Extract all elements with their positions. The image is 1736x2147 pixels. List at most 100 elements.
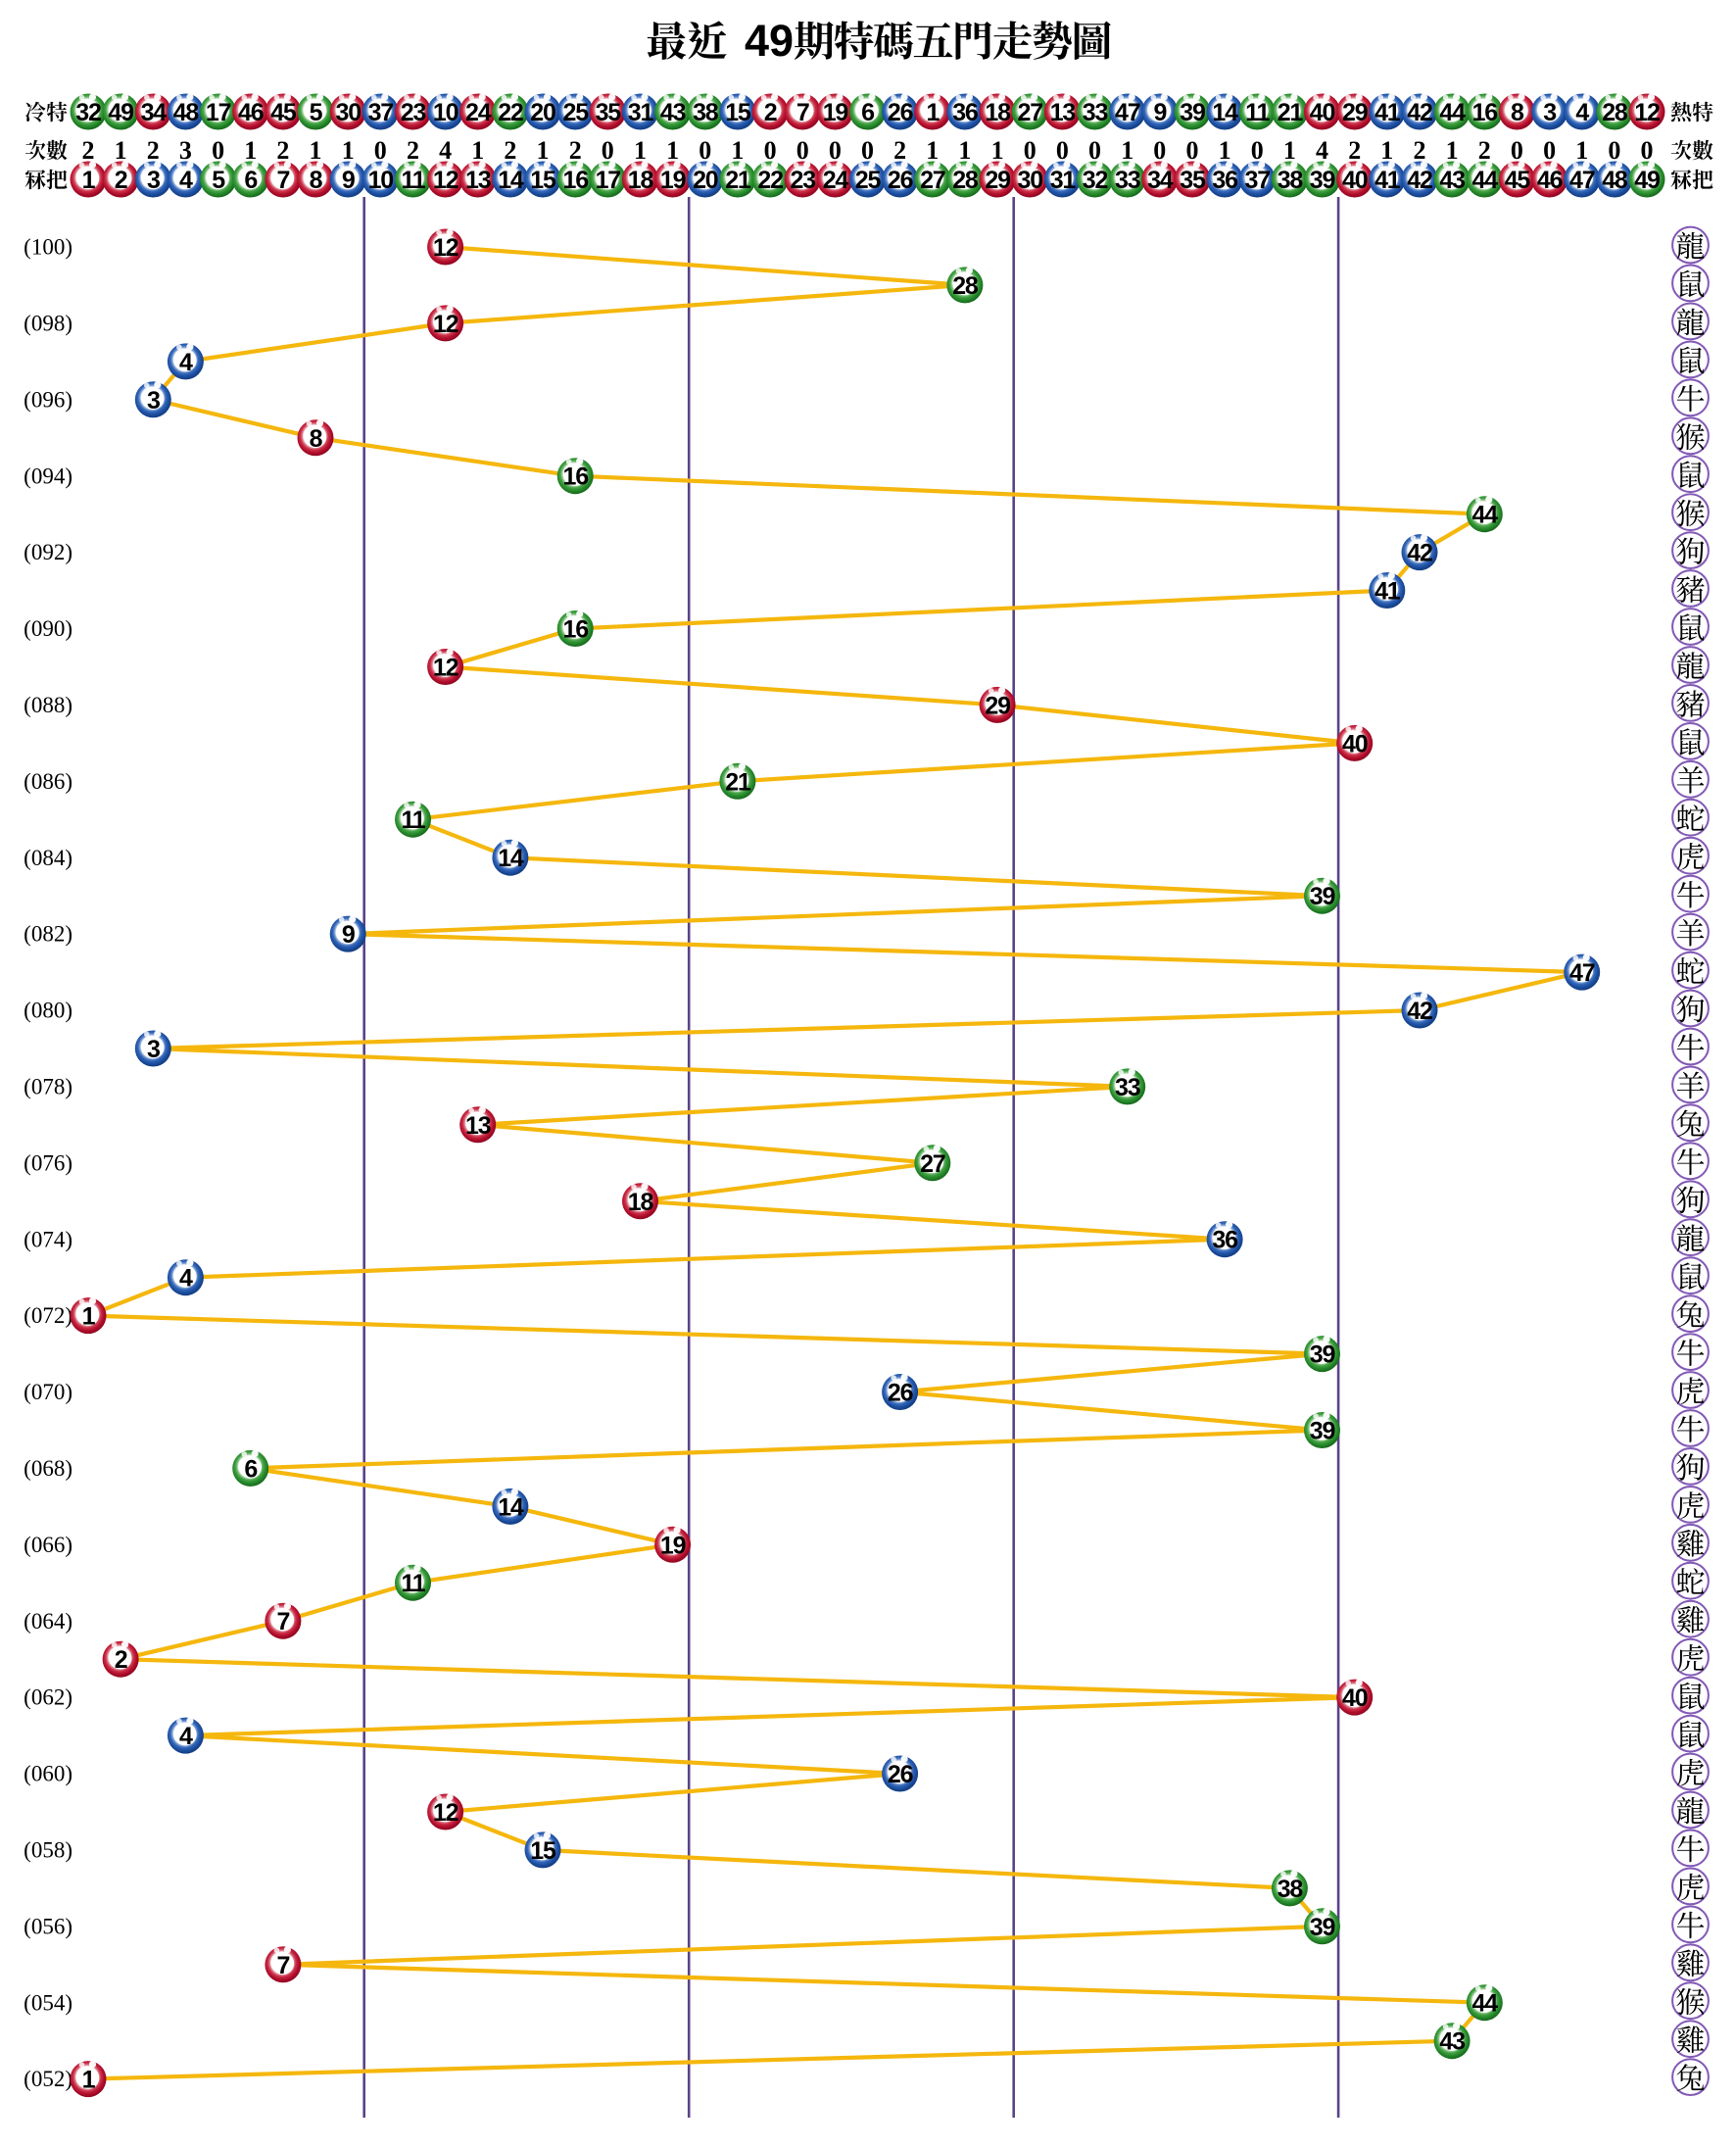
- svg-text:23: 23: [790, 167, 815, 194]
- svg-text:10: 10: [433, 99, 458, 126]
- svg-text:1: 1: [1380, 136, 1393, 165]
- svg-text:2: 2: [115, 167, 127, 194]
- svg-text:21: 21: [725, 768, 751, 796]
- svg-text:1: 1: [471, 136, 484, 165]
- svg-text:20: 20: [530, 99, 555, 126]
- svg-text:12: 12: [433, 167, 458, 194]
- svg-text:4: 4: [179, 349, 193, 376]
- svg-text:(080): (080): [24, 999, 72, 1023]
- svg-text:42: 42: [1407, 998, 1432, 1025]
- svg-text:25: 25: [562, 99, 589, 126]
- svg-text:4: 4: [179, 1723, 193, 1750]
- svg-text:3: 3: [1543, 99, 1556, 126]
- svg-text:47: 47: [1115, 99, 1140, 126]
- svg-text:24: 24: [823, 167, 849, 194]
- svg-text:(084): (084): [24, 846, 72, 870]
- svg-text:(054): (054): [24, 1990, 72, 2015]
- svg-text:17: 17: [596, 167, 621, 194]
- svg-text:1: 1: [82, 167, 96, 194]
- svg-text:24: 24: [465, 99, 492, 126]
- svg-text:17: 17: [206, 99, 231, 126]
- svg-text:0: 0: [1186, 136, 1199, 165]
- svg-text:41: 41: [1374, 167, 1401, 194]
- svg-text:36: 36: [952, 99, 978, 126]
- svg-text:49: 49: [745, 16, 794, 66]
- svg-text:34: 34: [141, 99, 168, 126]
- svg-text:49: 49: [108, 99, 133, 126]
- svg-text:12: 12: [433, 311, 458, 338]
- svg-text:(062): (062): [24, 1685, 72, 1710]
- svg-text:(086): (086): [24, 769, 72, 794]
- svg-text:41: 41: [1374, 99, 1401, 126]
- svg-text:(082): (082): [24, 922, 72, 947]
- svg-text:5: 5: [212, 167, 225, 194]
- svg-text:13: 13: [1050, 99, 1076, 126]
- svg-text:0: 0: [602, 136, 614, 165]
- svg-text:2: 2: [569, 136, 582, 165]
- svg-text:16: 16: [562, 616, 588, 644]
- svg-text:39: 39: [1310, 1914, 1335, 1941]
- svg-text:6: 6: [244, 167, 257, 194]
- svg-text:0: 0: [1056, 136, 1069, 165]
- svg-text:9: 9: [342, 167, 355, 194]
- svg-text:7: 7: [277, 1952, 290, 1979]
- svg-text:36: 36: [1212, 167, 1237, 194]
- svg-text:2: 2: [115, 1646, 127, 1674]
- svg-text:26: 26: [888, 167, 913, 194]
- svg-text:2: 2: [504, 136, 516, 165]
- svg-text:0: 0: [1511, 136, 1523, 165]
- svg-text:31: 31: [628, 99, 654, 126]
- svg-text:3: 3: [179, 136, 192, 165]
- svg-text:0: 0: [1153, 136, 1166, 165]
- svg-text:0: 0: [861, 136, 874, 165]
- svg-text:2: 2: [1478, 136, 1491, 165]
- svg-text:0: 0: [374, 136, 387, 165]
- svg-text:1: 1: [82, 1303, 96, 1331]
- svg-text:4: 4: [1316, 136, 1328, 165]
- svg-text:0: 0: [1088, 136, 1101, 165]
- svg-text:22: 22: [498, 99, 523, 126]
- svg-text:(066): (066): [24, 1533, 72, 1557]
- svg-text:26: 26: [888, 1761, 913, 1788]
- svg-text:44: 44: [1472, 502, 1499, 529]
- svg-text:1: 1: [244, 136, 257, 165]
- svg-text:37: 37: [1244, 167, 1270, 194]
- svg-text:(070): (070): [24, 1380, 72, 1404]
- svg-text:(078): (078): [24, 1075, 72, 1099]
- svg-text:34: 34: [1147, 167, 1174, 194]
- svg-text:(098): (098): [24, 312, 72, 336]
- svg-text:46: 46: [1537, 167, 1563, 194]
- svg-text:4: 4: [179, 167, 193, 194]
- svg-text:1: 1: [926, 136, 939, 165]
- svg-text:11: 11: [401, 167, 425, 194]
- svg-text:3: 3: [147, 387, 160, 415]
- svg-text:38: 38: [1278, 167, 1304, 194]
- svg-text:47: 47: [1569, 167, 1595, 194]
- svg-text:0: 0: [1641, 136, 1654, 165]
- svg-text:7: 7: [796, 99, 809, 126]
- svg-text:39: 39: [1310, 167, 1335, 194]
- svg-text:40: 40: [1342, 730, 1368, 757]
- svg-text:0: 0: [212, 136, 224, 165]
- svg-text:26: 26: [888, 99, 913, 126]
- svg-text:8: 8: [310, 167, 323, 194]
- svg-text:2: 2: [82, 136, 95, 165]
- svg-text:26: 26: [888, 1380, 913, 1407]
- svg-text:11: 11: [401, 1570, 425, 1597]
- svg-text:0: 0: [1024, 136, 1037, 165]
- svg-text:2: 2: [147, 136, 160, 165]
- svg-text:12: 12: [433, 655, 458, 682]
- svg-text:25: 25: [855, 167, 882, 194]
- svg-text:0: 0: [1251, 136, 1264, 165]
- svg-text:1: 1: [310, 136, 322, 165]
- svg-text:19: 19: [823, 99, 848, 126]
- svg-text:45: 45: [1505, 167, 1531, 194]
- svg-text:14: 14: [1212, 99, 1238, 126]
- svg-text:18: 18: [628, 167, 654, 194]
- svg-text:30: 30: [335, 99, 361, 126]
- svg-text:4: 4: [1575, 99, 1589, 126]
- svg-text:31: 31: [1050, 167, 1077, 194]
- svg-text:2: 2: [276, 136, 289, 165]
- svg-text:2: 2: [1414, 136, 1426, 165]
- svg-text:18: 18: [985, 99, 1011, 126]
